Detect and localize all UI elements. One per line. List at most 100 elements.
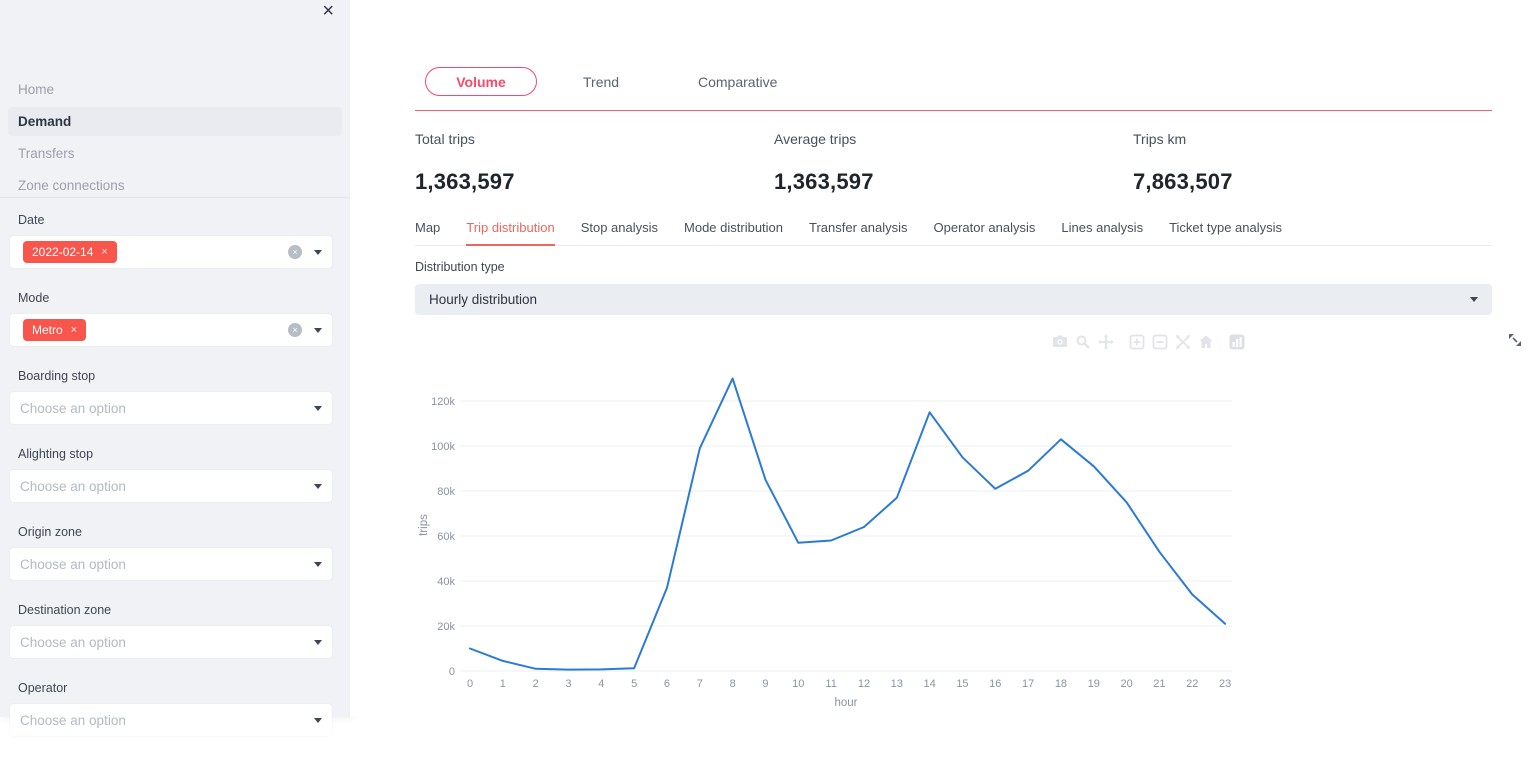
boarding-stop-placeholder: Choose an option bbox=[20, 400, 126, 416]
filter-date-label: Date bbox=[18, 213, 45, 227]
trip-distribution-chart[interactable]: 0 20k 40k 60k 80k 100k 120k 0 1 2 3 4 5 6 7 8 9 10 11 12 13 1… bbox=[415, 365, 1245, 712]
zoom-in-icon[interactable] bbox=[1129, 334, 1145, 350]
kpi-label: Average trips bbox=[774, 131, 857, 147]
zoom-out-icon[interactable] bbox=[1152, 334, 1168, 350]
close-icon[interactable]: × bbox=[322, 0, 334, 22]
chart-modebar bbox=[1052, 334, 1252, 350]
mode-select[interactable]: Metro × × bbox=[10, 314, 332, 346]
operator-select[interactable]: Choose an option bbox=[10, 704, 332, 736]
boarding-stop-select[interactable]: Choose an option bbox=[10, 392, 332, 424]
svg-text:8: 8 bbox=[730, 678, 736, 690]
plotly-logo-icon[interactable] bbox=[1229, 334, 1245, 350]
subtab-mode-distribution[interactable]: Mode distribution bbox=[684, 220, 784, 235]
date-tag-label: 2022-02-14 bbox=[32, 245, 94, 259]
subtab-stop-analysis[interactable]: Stop analysis bbox=[580, 220, 659, 235]
sidebar-item-demand[interactable]: Demand bbox=[8, 107, 342, 136]
svg-text:100k: 100k bbox=[431, 441, 455, 453]
svg-text:80k: 80k bbox=[437, 486, 455, 498]
filter-destination-zone-label: Destination zone bbox=[18, 603, 112, 617]
destination-zone-select[interactable]: Choose an option bbox=[10, 626, 332, 658]
svg-text:15: 15 bbox=[956, 678, 968, 690]
camera-icon[interactable] bbox=[1052, 334, 1068, 350]
expand-icon[interactable] bbox=[1505, 330, 1525, 350]
date-select[interactable]: 2022-02-14 × × bbox=[10, 236, 332, 268]
sidebar-item-zone-connections[interactable]: Zone connections bbox=[18, 178, 125, 193]
filter-alighting-stop-label: Alighting stop bbox=[18, 447, 94, 461]
sidebar-filters: Date 2022-02-14 × × Mode Metro × × bbox=[10, 213, 332, 759]
filter-origin-zone: Origin zone Choose an option bbox=[10, 525, 332, 580]
svg-text:21: 21 bbox=[1153, 678, 1165, 690]
filter-alighting-stop: Alighting stop Choose an option bbox=[10, 447, 332, 502]
distribution-type-select[interactable]: Hourly distribution bbox=[415, 284, 1492, 315]
reset-axes-icon[interactable] bbox=[1198, 334, 1214, 350]
filter-boarding-stop-label: Boarding stop bbox=[18, 369, 96, 383]
autoscale-icon[interactable] bbox=[1175, 334, 1191, 350]
svg-text:14: 14 bbox=[923, 678, 935, 690]
filter-origin-zone-label: Origin zone bbox=[18, 525, 82, 539]
date-clear-icon[interactable]: × bbox=[288, 245, 302, 259]
origin-zone-select[interactable]: Choose an option bbox=[10, 548, 332, 580]
svg-text:trips: trips bbox=[418, 514, 430, 536]
zoom-icon[interactable] bbox=[1075, 334, 1091, 350]
sidebar-item-transfers[interactable]: Transfers bbox=[18, 146, 75, 161]
chevron-down-icon bbox=[314, 483, 322, 489]
sidebar-item-home[interactable]: Home bbox=[18, 82, 55, 97]
filter-destination-zone: Destination zone Choose an option bbox=[10, 603, 332, 658]
kpi-average-trips: Average trips 1,363,597 bbox=[774, 131, 1133, 195]
svg-text:120k: 120k bbox=[431, 396, 455, 408]
kpi-label: Total trips bbox=[415, 131, 475, 147]
kpi-value: 1,363,597 bbox=[774, 169, 874, 194]
subtab-ticket-type-analysis[interactable]: Ticket type analysis bbox=[1169, 220, 1283, 235]
svg-text:5: 5 bbox=[631, 678, 637, 690]
tab-trend[interactable]: Trend bbox=[583, 74, 620, 90]
mode-tag-remove-icon[interactable]: × bbox=[70, 324, 78, 336]
chevron-down-icon bbox=[314, 405, 322, 411]
tabs-divider bbox=[415, 110, 1492, 111]
svg-text:6: 6 bbox=[664, 678, 670, 690]
filter-operator-label: Operator bbox=[18, 681, 68, 695]
subtab-trip-distribution[interactable]: Trip distribution bbox=[466, 216, 555, 246]
chevron-down-icon bbox=[1470, 297, 1478, 302]
svg-text:0: 0 bbox=[449, 666, 455, 678]
subtab-transfer-analysis[interactable]: Transfer analysis bbox=[809, 220, 908, 235]
svg-text:9: 9 bbox=[762, 678, 768, 690]
distribution-type-label: Distribution type bbox=[415, 260, 505, 274]
mode-tag[interactable]: Metro × bbox=[23, 319, 87, 341]
kpi-total-trips: Total trips 1,363,597 bbox=[415, 131, 774, 195]
kpi-row: Total trips 1,363,597 Average trips 1,36… bbox=[415, 131, 1492, 195]
tab-comparative[interactable]: Comparative bbox=[698, 74, 778, 90]
alighting-stop-select[interactable]: Choose an option bbox=[10, 470, 332, 502]
chevron-down-icon bbox=[314, 717, 322, 723]
svg-text:4: 4 bbox=[598, 678, 604, 690]
date-tag[interactable]: 2022-02-14 × bbox=[23, 241, 117, 263]
svg-text:2: 2 bbox=[533, 678, 539, 690]
filter-operator: Operator Choose an option bbox=[10, 681, 332, 736]
kpi-label: Trips km bbox=[1133, 131, 1187, 147]
svg-text:11: 11 bbox=[825, 678, 836, 690]
chevron-down-icon bbox=[314, 327, 322, 333]
main-content: Volume Trend Comparative Total trips 1,3… bbox=[350, 0, 1536, 717]
origin-zone-placeholder: Choose an option bbox=[20, 556, 126, 572]
subtab-lines-analysis[interactable]: Lines analysis bbox=[1061, 220, 1144, 235]
svg-text:40k: 40k bbox=[437, 576, 455, 588]
filter-mode: Mode Metro × × bbox=[10, 291, 332, 346]
date-tag-remove-icon[interactable]: × bbox=[101, 246, 108, 258]
subtab-map[interactable]: Map bbox=[415, 220, 441, 235]
analysis-subtabs: Map Trip distribution Stop analysis Mode… bbox=[415, 216, 1492, 246]
filter-boarding-stop: Boarding stop Choose an option bbox=[10, 369, 332, 424]
chevron-down-icon bbox=[314, 561, 322, 567]
sidebar-divider bbox=[0, 197, 350, 198]
svg-text:0: 0 bbox=[467, 678, 473, 690]
svg-text:hour: hour bbox=[834, 697, 857, 709]
pan-icon[interactable] bbox=[1098, 334, 1114, 350]
svg-text:22: 22 bbox=[1186, 678, 1198, 690]
svg-text:18: 18 bbox=[1055, 678, 1067, 690]
mode-clear-icon[interactable]: × bbox=[288, 323, 302, 337]
kpi-value: 1,363,597 bbox=[415, 169, 515, 194]
svg-text:13: 13 bbox=[891, 678, 903, 690]
tab-volume[interactable]: Volume bbox=[425, 67, 537, 96]
subtab-operator-analysis[interactable]: Operator analysis bbox=[933, 220, 1036, 235]
chevron-down-icon bbox=[314, 249, 322, 255]
distribution-type-value: Hourly distribution bbox=[429, 292, 538, 307]
